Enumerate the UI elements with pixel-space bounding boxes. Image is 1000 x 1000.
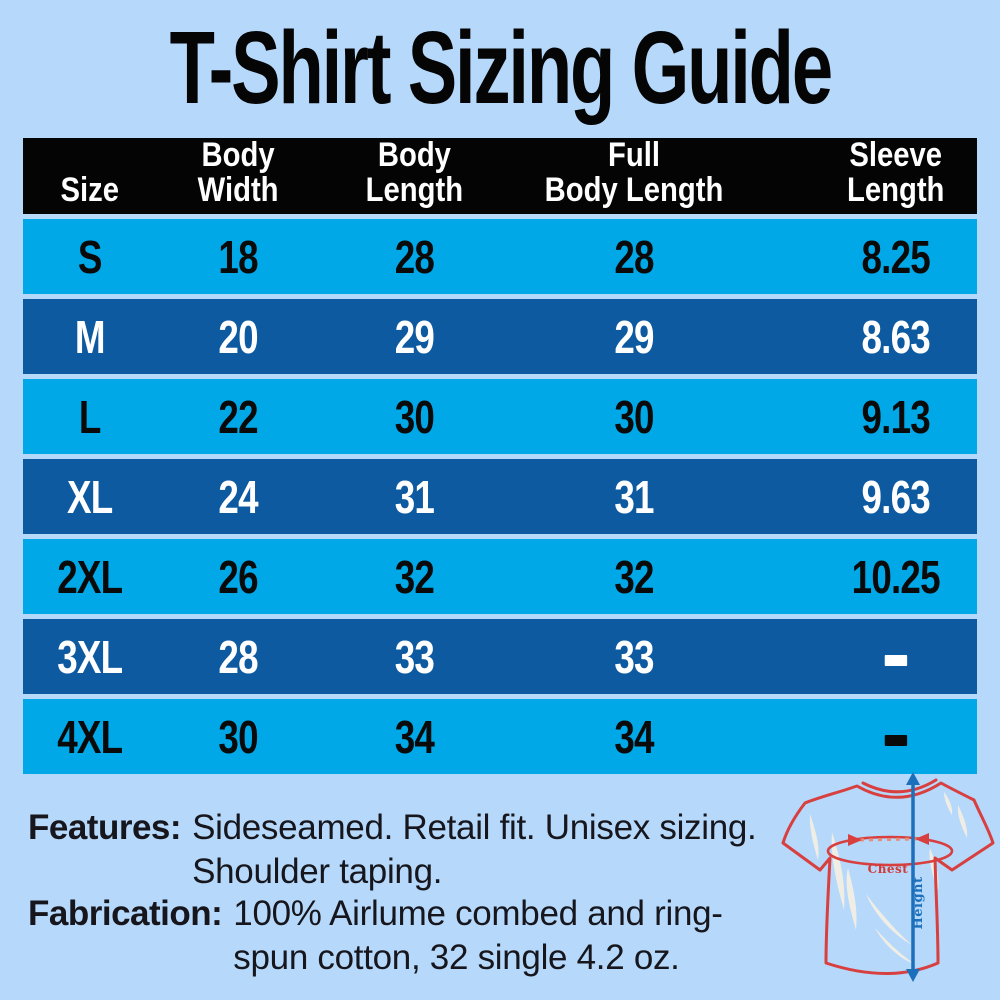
cell-sleeve-length: 10.25 [851,550,940,603]
cell-full-body-length: 32 [613,550,654,603]
table-row-xl: XL 24 31 31 9.63 [23,459,977,534]
cell-sleeve-length: 9.63 [861,470,930,523]
cell-sleeve-length: 9.13 [861,390,930,443]
cell-body-width: 28 [217,630,258,683]
fabrication-line-2: spun cotton, 32 single 4.2 oz. [233,938,680,977]
cell-body-length: 28 [394,230,434,283]
fabrication-line-1: 100% Airlume combed and ring- [233,894,723,933]
header-cell-size: Size [60,171,120,209]
features-label: Features: [28,808,182,847]
header-cell-sleeve-length: Sleeve Length [846,136,944,209]
cell-body-length: 32 [394,550,434,603]
cell-full-body-length: 28 [613,230,654,283]
cell-body-width: 24 [217,470,258,523]
cell-body-width: 30 [217,710,258,763]
fabrication-label: Fabrication: [28,894,223,933]
cell-size: 4XL [57,710,123,763]
collar-inner-line [861,778,938,794]
cell-body-length: 29 [394,310,434,363]
chest-dotted-line [859,837,918,842]
cell-body-width: 18 [217,230,258,283]
table-row-m: M 20 29 29 8.63 [23,299,977,374]
cell-body-length: 31 [394,470,434,523]
chest-label: Chest [868,862,909,876]
chest-arrow-right [915,833,929,845]
cell-sleeve-length: – [807,710,983,764]
table-row-l: L 22 30 30 9.13 [23,379,977,454]
cell-size: M [74,310,106,363]
table-row-4xl: 4XL 30 34 34 – [23,699,977,774]
height-arrow-top [906,772,920,785]
cell-full-body-length: 30 [613,390,654,443]
cell-size: 3XL [57,630,123,683]
height-arrow-bottom [906,969,920,982]
cell-body-width: 26 [217,550,258,603]
cell-body-length: 33 [394,630,434,683]
features-text: Sideseamed. Retail fit. Unisex sizing. S… [192,806,757,894]
table-row-s: S 18 28 28 8.25 [23,219,977,294]
shirt-highlight-streaks [809,792,968,964]
fabrication-text: 100% Airlume combed and ring- spun cotto… [233,892,723,980]
title-bar: T-Shirt Sizing Guide [0,12,1000,124]
header-cell-body-length: Body Length [365,136,463,209]
cell-body-length: 30 [394,390,434,443]
height-label: Height [911,876,926,929]
table-row-3xl: 3XL 28 33 33 – [23,619,977,694]
cell-body-width: 22 [217,390,258,443]
cell-full-body-length: 34 [613,710,654,763]
cell-size: 2XL [57,550,123,603]
cell-full-body-length: 29 [613,310,654,363]
chest-measure-ellipse [826,835,954,867]
features-line-1: Sideseamed. Retail fit. Unisex sizing. [192,808,757,847]
size-table: Size Body Width Body Length Full Body Le… [23,138,977,774]
cell-size: XL [67,470,113,523]
cell-body-length: 34 [394,710,434,763]
features-section: Features: Sideseamed. Retail fit. Unisex… [28,806,757,894]
table-header-row: Size Body Width Body Length Full Body Le… [23,138,977,214]
cell-sleeve-length: 8.63 [861,310,930,363]
tshirt-outline [781,781,995,975]
no-value-dash: – [884,734,907,746]
cell-sleeve-length: – [807,630,983,684]
cell-full-body-length: 33 [613,630,654,683]
cell-body-width: 20 [217,310,258,363]
features-line-2: Shoulder taping. [192,852,443,891]
cell-full-body-length: 31 [613,470,654,523]
chest-arrow-left [848,834,862,846]
tshirt-measurement-diagram: Chest Height [781,772,995,982]
fabrication-section: Fabrication: 100% Airlume combed and rin… [28,892,723,980]
table-row-2xl: 2XL 26 32 32 10.25 [23,539,977,614]
header-cell-body-width: Body Width [197,136,279,209]
page-title: T-Shirt Sizing Guide [169,10,832,125]
cell-size: S [77,230,103,283]
cell-sleeve-length: 8.25 [861,230,930,283]
header-cell-full-body-length: Full Body Length [544,136,723,209]
no-value-dash: – [884,654,907,666]
cell-size: L [78,390,101,443]
